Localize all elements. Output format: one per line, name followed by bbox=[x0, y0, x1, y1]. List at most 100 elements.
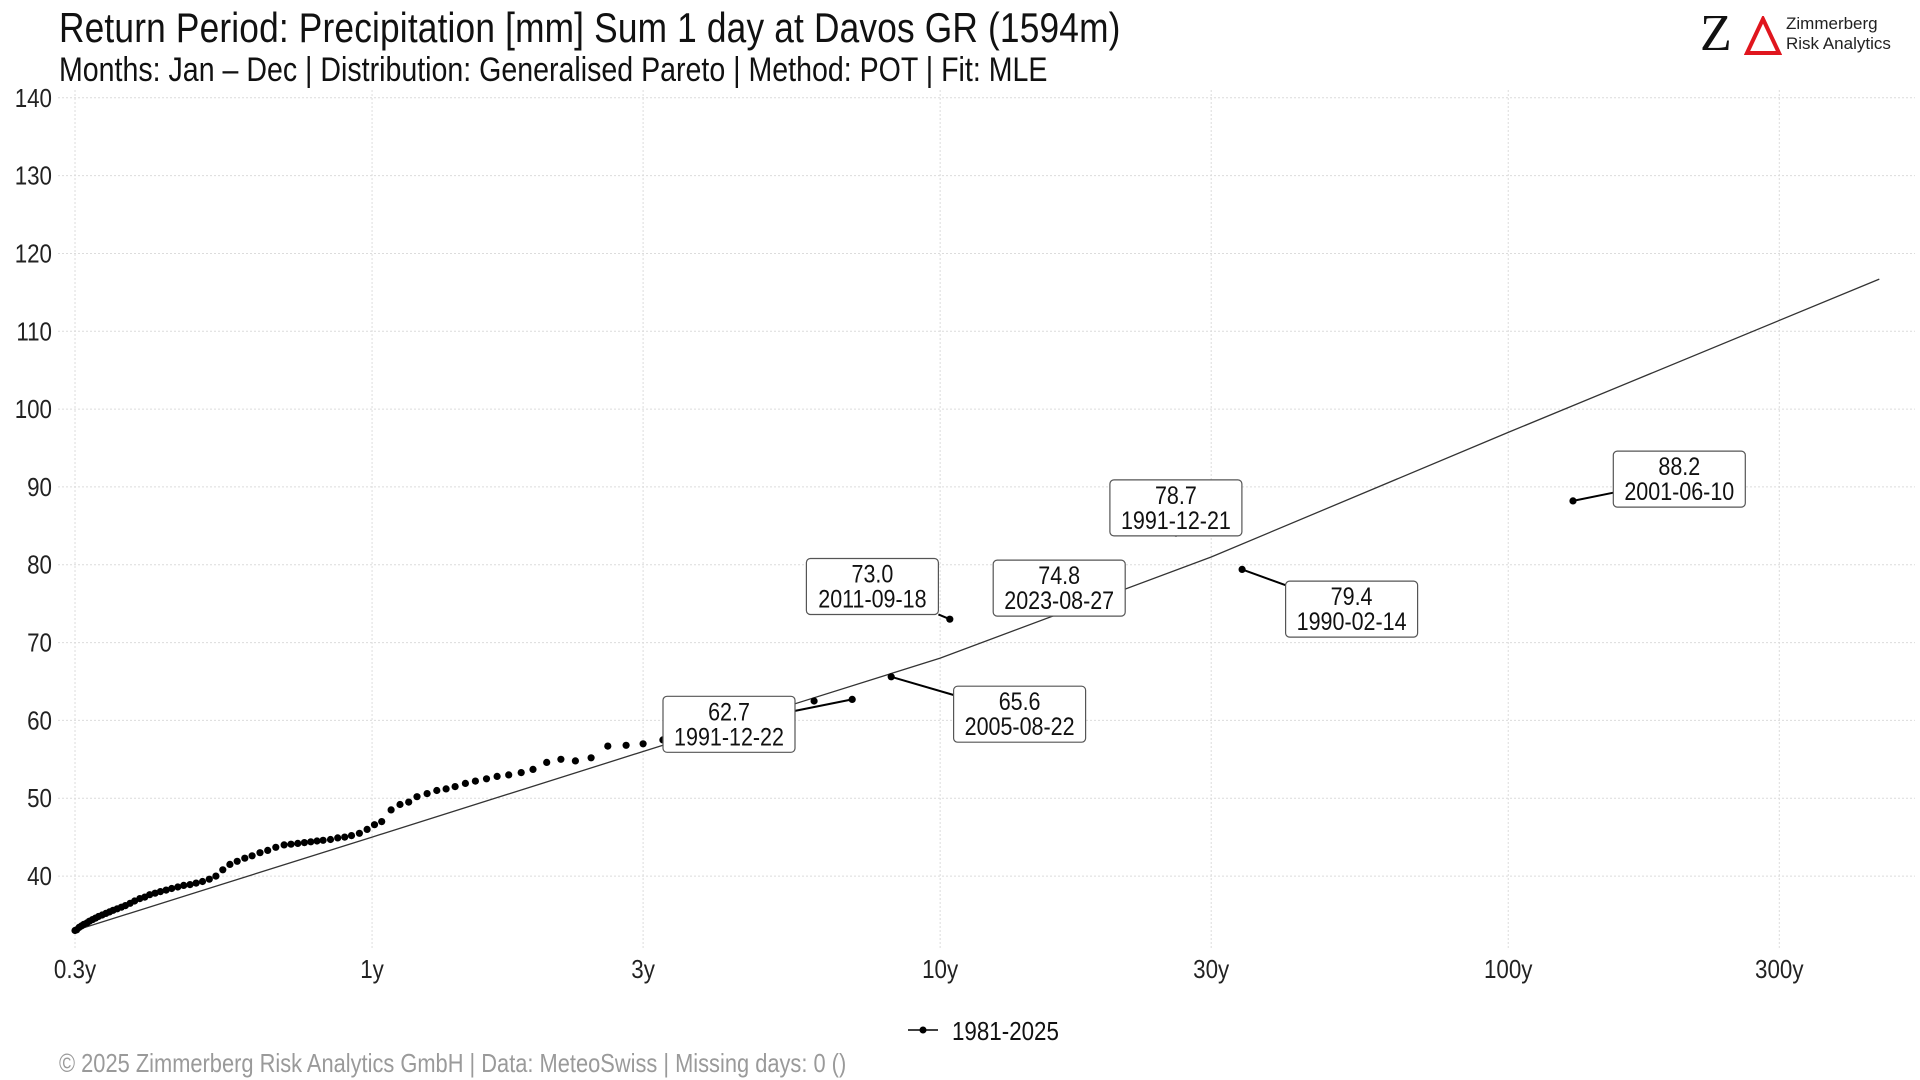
x-tick-label: 100y bbox=[1484, 955, 1533, 984]
y-tick-label: 50 bbox=[27, 785, 52, 814]
data-point bbox=[848, 695, 856, 704]
x-tick-label: 30y bbox=[1193, 955, 1230, 984]
y-tick-label: 130 bbox=[15, 162, 52, 191]
data-point bbox=[587, 754, 595, 762]
annotation-box bbox=[1284, 580, 1419, 638]
data-point bbox=[168, 884, 176, 893]
annotation-box bbox=[1109, 479, 1243, 537]
data-point bbox=[294, 839, 302, 848]
annotation-value: 73.0 bbox=[852, 560, 894, 588]
data-point bbox=[639, 740, 647, 748]
annotation-date: 1990-02-14 bbox=[1297, 608, 1407, 636]
y-tick-label: 40 bbox=[27, 863, 52, 892]
data-point bbox=[241, 854, 249, 862]
data-point bbox=[423, 790, 431, 798]
annotation-date: 2011-09-18 bbox=[818, 585, 926, 613]
y-tick-label: 120 bbox=[15, 240, 52, 269]
data-point bbox=[334, 834, 342, 842]
logo-name-line2: Risk Analytics bbox=[1786, 34, 1891, 53]
footer-credits: © 2025 Zimmerberg Risk Analytics GmbH | … bbox=[59, 1048, 847, 1078]
annotation-box bbox=[992, 559, 1126, 617]
data-point bbox=[396, 800, 404, 809]
data-point bbox=[405, 798, 413, 806]
data-point bbox=[256, 849, 264, 857]
data-point bbox=[387, 806, 395, 814]
data-point bbox=[156, 888, 164, 896]
annotation-leader bbox=[938, 613, 951, 621]
data-point bbox=[287, 840, 295, 848]
y-tick-label: 100 bbox=[15, 396, 52, 425]
data-point bbox=[180, 881, 188, 890]
data-point bbox=[264, 846, 272, 855]
fit-line-layer bbox=[74, 278, 1880, 932]
y-tick-label: 70 bbox=[27, 629, 52, 658]
y-axis-tick-labels: 40 50 60 70 80 90 100 110 120 130 140 bbox=[15, 84, 52, 891]
data-point bbox=[529, 765, 537, 774]
data-point bbox=[300, 839, 308, 847]
annotation-box bbox=[805, 557, 940, 616]
annotation-date: 2005-08-22 bbox=[965, 713, 1075, 741]
y-tick-label: 60 bbox=[27, 707, 52, 736]
data-point bbox=[192, 879, 200, 887]
data-point bbox=[622, 741, 630, 749]
data-point bbox=[319, 836, 327, 844]
data-point bbox=[233, 857, 241, 865]
data-point bbox=[174, 883, 182, 891]
data-point bbox=[146, 891, 154, 899]
data-point bbox=[347, 832, 356, 840]
annotation-leader bbox=[794, 698, 853, 712]
data-point bbox=[198, 877, 207, 886]
data-point bbox=[493, 772, 501, 781]
data-point bbox=[471, 777, 479, 785]
annotation-date: 1991-12-21 bbox=[1121, 506, 1231, 534]
logo-delta-icon bbox=[1744, 16, 1782, 55]
data-point bbox=[280, 841, 288, 849]
annotation-date: 2023-08-27 bbox=[1004, 587, 1114, 615]
y-tick-label: 90 bbox=[27, 473, 52, 502]
annotation-leader bbox=[1241, 568, 1286, 587]
x-tick-label: 3y bbox=[631, 955, 655, 984]
data-point bbox=[604, 742, 612, 750]
grid bbox=[58, 90, 1915, 950]
data-point bbox=[313, 837, 321, 845]
fit-line bbox=[74, 278, 1880, 932]
annotation-leader bbox=[1572, 491, 1614, 502]
x-tick-label: 0.3y bbox=[54, 955, 97, 984]
data-point bbox=[543, 758, 551, 767]
data-point bbox=[226, 860, 234, 869]
y-tick-label: 140 bbox=[15, 84, 52, 113]
data-point bbox=[810, 697, 818, 705]
x-tick-label: 300y bbox=[1755, 955, 1804, 984]
annotation-value: 79.4 bbox=[1331, 583, 1373, 611]
annotation-leader bbox=[890, 675, 954, 696]
data-point bbox=[205, 875, 213, 883]
data-point bbox=[162, 886, 170, 894]
data-point bbox=[219, 866, 227, 874]
data-point bbox=[307, 838, 315, 846]
data-points-layer bbox=[71, 497, 1577, 935]
y-tick-label: 110 bbox=[16, 318, 52, 347]
annotation-box bbox=[662, 695, 796, 753]
data-point bbox=[248, 852, 256, 860]
chart-subtitle: Months: Jan – Dec | Distribution: Genera… bbox=[59, 51, 1048, 89]
x-axis-tick-labels: 0.3y 1y 3y 10y 30y 100y 300y bbox=[54, 955, 1804, 984]
annotation-value: 62.7 bbox=[708, 698, 750, 726]
data-point bbox=[413, 793, 421, 801]
annotation-value: 74.8 bbox=[1038, 562, 1080, 590]
data-point bbox=[363, 825, 371, 834]
annotation-box bbox=[1612, 450, 1746, 508]
annotation-date: 1991-12-22 bbox=[674, 723, 784, 751]
annotation-value: 78.7 bbox=[1155, 481, 1197, 509]
x-tick-label: 1y bbox=[360, 955, 384, 984]
data-point bbox=[355, 829, 363, 837]
data-point bbox=[517, 769, 525, 777]
data-point bbox=[571, 757, 580, 765]
data-point bbox=[341, 833, 349, 841]
data-point bbox=[370, 821, 379, 829]
y-tick-label: 80 bbox=[27, 551, 52, 580]
chart-title: Return Period: Precipitation [mm] Sum 1 … bbox=[59, 4, 1121, 51]
data-point bbox=[505, 771, 513, 779]
data-point bbox=[461, 779, 469, 788]
